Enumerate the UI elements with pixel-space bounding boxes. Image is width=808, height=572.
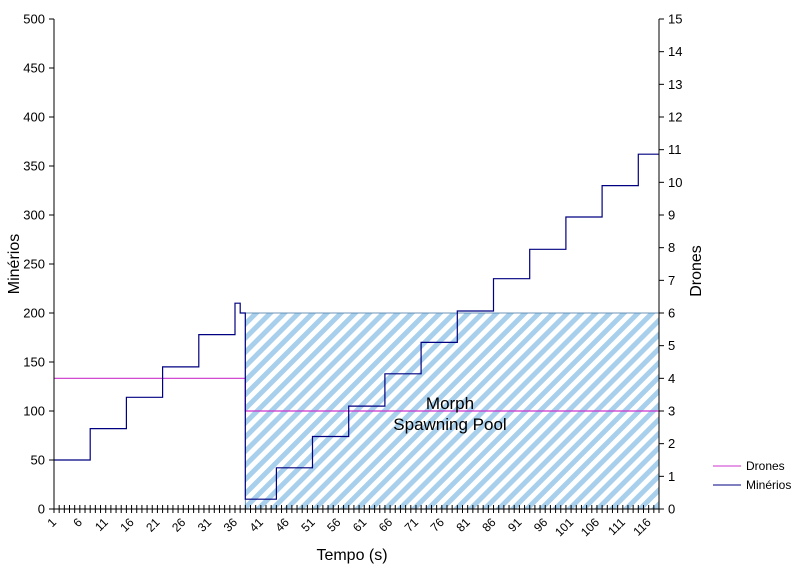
y-left-tick-label: 250 [23,257,45,272]
y-left-tick-label: 0 [38,502,45,517]
y-right-tick-label: 7 [668,273,675,288]
y-right-tick-label: 6 [668,306,675,321]
y-right-tick-label: 5 [668,338,675,353]
x-tick-label: 31 [195,515,215,535]
x-tick-label: 86 [479,515,499,535]
x-tick-label: 1 [44,515,59,530]
y-left-tick-label: 500 [23,12,45,27]
y-right-tick-label: 13 [668,77,682,92]
y-right-tick-label: 1 [668,469,675,484]
x-tick-label: 11 [92,515,111,534]
annotation-label-line2: Spawning Pool [393,415,506,434]
y-right-tick-label: 14 [668,44,682,59]
x-tick-label: 101 [552,515,576,539]
y-right-tick-label: 10 [668,175,682,190]
y-left-tick-label: 300 [23,208,45,223]
legend: Drones Minérios [713,459,791,492]
x-tick-label: 116 [630,515,654,539]
x-tick-label: 96 [531,515,551,535]
y-left-tick-label: 400 [23,110,45,125]
y-right-tick-label: 15 [668,12,682,27]
y-left-tick-label: 450 [23,61,45,76]
legend-label-drones: Drones [746,459,785,473]
x-tick-label: 76 [428,515,448,535]
series-line-minerios [54,153,659,500]
y-right-tick-label: 3 [668,404,675,419]
x-tick-label: 41 [247,515,267,535]
x-tick-label: 36 [221,515,241,535]
y-right-tick-label: 2 [668,436,675,451]
annotation-label-line1: Morph [426,394,474,413]
x-tick-label: 6 [70,515,85,530]
y-axis-left-title: Minérios [6,234,23,294]
x-tick-label: 51 [298,515,318,535]
y-left-tick-label: 50 [31,453,45,468]
y-right-tick-label: 11 [668,142,682,157]
x-tick-label: 21 [143,515,163,535]
y-right-tick-label: 8 [668,240,675,255]
x-tick-label: 106 [578,515,602,539]
x-tick-label: 81 [453,515,473,535]
y-right-tick-label: 9 [668,208,675,223]
x-tick-label: 16 [117,515,137,535]
x-tick-label: 26 [169,515,189,535]
y-left-tick-label: 100 [23,404,45,419]
x-tick-label: 66 [376,515,396,535]
x-axis-title: Tempo (s) [316,547,387,564]
legend-label-minerios: Minérios [746,478,791,492]
y-axis-right-title: Drones [688,245,705,297]
x-tick-label: 111 [605,515,628,538]
y-right-tick-label: 12 [668,110,682,125]
y-right-tick-label: 4 [668,371,675,386]
y-left-tick-label: 150 [23,355,45,370]
x-tick-label: 46 [272,515,292,535]
y-left-tick-label: 200 [23,306,45,321]
y-right-tick-label: 0 [668,502,675,517]
x-tick-label: 91 [505,515,525,535]
x-tick-label: 56 [324,515,344,535]
y-left-tick-label: 350 [23,159,45,174]
x-tick-label: 71 [402,515,422,535]
x-tick-label: 61 [350,515,370,535]
